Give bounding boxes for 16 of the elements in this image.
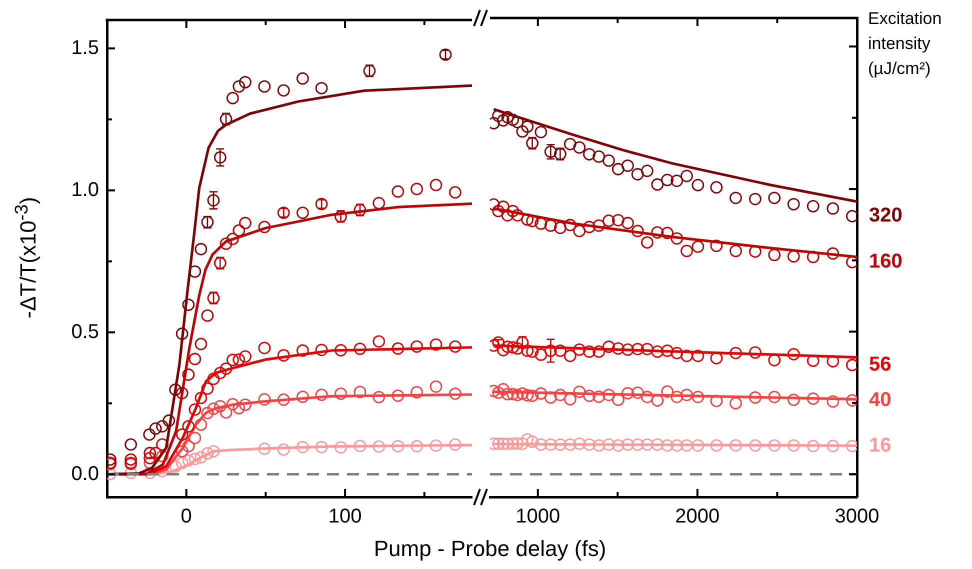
x-tick-label: 3000 <box>834 506 880 528</box>
x-tick-label: 1000 <box>516 506 560 528</box>
series-label: 40 <box>869 388 892 411</box>
y-tick-label: 1.5 <box>71 36 99 59</box>
series-label: 320 <box>869 204 902 227</box>
x-tick-label: 2000 <box>675 506 720 528</box>
x-axis-title: Pump - Probe delay (fs) <box>372 536 608 562</box>
x-tick-label: 100 <box>328 506 362 528</box>
y-tick-label: 1.0 <box>71 178 99 201</box>
legend-title: Excitation intensity (µJ/cm²) <box>868 8 943 80</box>
series-label: 160 <box>869 250 902 273</box>
y-tick-label: 0.0 <box>71 462 99 485</box>
y-tick-label: 0.5 <box>71 320 99 343</box>
series-label: 56 <box>869 354 892 376</box>
x-tick-label: 0 <box>180 506 192 528</box>
series-label: 16 <box>869 434 892 456</box>
